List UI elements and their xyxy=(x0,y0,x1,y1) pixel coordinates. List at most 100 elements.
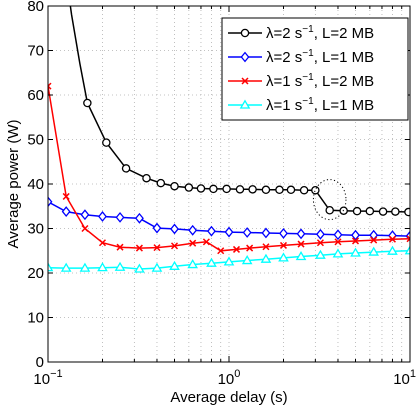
data-point xyxy=(152,222,162,234)
y-axis-label: Average power (W) xyxy=(5,120,22,249)
legend-label-part: λ=2 s xyxy=(266,25,302,42)
legend-label-superscript: −1 xyxy=(302,72,314,83)
legend: λ=2 s−1, L=2 MBλ=2 s−1, L=1 MBλ=1 s−1, L… xyxy=(221,17,409,121)
y-tick-label: 50 xyxy=(27,132,44,149)
legend-label-part: λ=1 s xyxy=(266,97,302,114)
data-point xyxy=(115,211,125,223)
y-tick-label: 10 xyxy=(27,310,44,327)
data-point xyxy=(391,207,400,216)
x-tick-label: 10−1 xyxy=(33,368,62,388)
legend-label-superscript: −1 xyxy=(302,24,314,35)
series-layer xyxy=(48,6,410,273)
data-point xyxy=(224,226,234,238)
data-point xyxy=(48,82,52,90)
data-point xyxy=(83,98,92,108)
data-point xyxy=(209,184,218,194)
x-axis-label: Average delay (s) xyxy=(170,389,287,406)
legend-entry: λ=1 s−1, L=2 MB xyxy=(228,72,374,90)
legend-label: λ=1 s−1, L=2 MB xyxy=(266,72,374,90)
legend-label-part: , L=2 MB xyxy=(314,73,374,90)
data-point xyxy=(262,243,270,251)
legend-label: λ=2 s−1, L=2 MB xyxy=(266,24,374,42)
data-point xyxy=(170,181,179,191)
data-point xyxy=(142,173,151,183)
data-point xyxy=(239,99,251,109)
data-point xyxy=(297,240,305,248)
legend-label-part: , L=1 MB xyxy=(314,49,374,66)
data-point xyxy=(81,224,89,233)
legend-label-part: λ=2 s xyxy=(266,49,302,66)
data-point xyxy=(315,228,325,240)
data-point xyxy=(134,263,145,273)
data-point xyxy=(378,207,388,216)
data-point xyxy=(241,255,253,265)
y-tick-label: 30 xyxy=(27,221,44,238)
y-tick-label: 0 xyxy=(36,354,44,371)
series-3 xyxy=(48,82,410,255)
data-point xyxy=(98,239,107,247)
data-point xyxy=(248,185,257,194)
data-point xyxy=(134,212,144,224)
legend-label-superscript: −1 xyxy=(302,96,314,107)
data-point xyxy=(365,206,375,216)
data-point xyxy=(114,261,126,271)
series-1 xyxy=(69,6,410,217)
y-tick-label: 80 xyxy=(27,0,44,15)
series-line xyxy=(48,85,410,252)
legend-label-superscript: −1 xyxy=(302,48,314,59)
data-point xyxy=(151,262,163,272)
data-point xyxy=(261,227,271,239)
data-point xyxy=(48,262,54,272)
data-point xyxy=(261,185,271,195)
data-point xyxy=(260,253,272,263)
data-point xyxy=(246,244,254,252)
data-point xyxy=(333,229,343,241)
data-point xyxy=(351,229,360,241)
data-point xyxy=(61,206,71,218)
data-point xyxy=(79,262,91,272)
data-point xyxy=(240,51,250,63)
series-4 xyxy=(48,245,410,273)
data-point xyxy=(187,259,199,269)
x-tick-base: 10 xyxy=(33,371,50,388)
data-point xyxy=(311,185,320,195)
y-tick-label: 20 xyxy=(27,265,44,282)
data-point xyxy=(368,246,380,256)
data-point xyxy=(388,235,396,243)
data-point xyxy=(222,184,231,194)
x-tick-label: 100 xyxy=(218,368,241,388)
data-point xyxy=(406,235,410,243)
data-point xyxy=(387,245,398,255)
data-point xyxy=(240,28,250,38)
data-point xyxy=(188,224,198,236)
data-point xyxy=(241,77,249,85)
data-point xyxy=(189,239,197,247)
data-point xyxy=(404,245,410,255)
legend-label: λ=2 s−1, L=1 MB xyxy=(266,48,374,66)
data-point xyxy=(279,227,288,239)
data-point xyxy=(334,238,342,246)
data-point xyxy=(295,251,307,261)
x-tick-exponent: 0 xyxy=(234,368,240,380)
data-point xyxy=(350,247,361,257)
data-point xyxy=(217,247,225,255)
annotation-layer xyxy=(312,179,347,221)
data-point xyxy=(351,237,360,245)
data-point xyxy=(98,211,107,222)
legend-label-part: , L=2 MB xyxy=(314,25,374,42)
data-point xyxy=(206,257,217,267)
data-point xyxy=(97,262,108,272)
data-point xyxy=(153,244,161,252)
data-point xyxy=(232,245,241,253)
highlight-ellipse xyxy=(312,179,347,221)
data-point xyxy=(202,238,210,246)
series-2 xyxy=(48,196,410,242)
legend-label-part: λ=1 s xyxy=(266,73,302,90)
data-point xyxy=(135,244,143,252)
legend-entry: λ=2 s−1, L=2 MB xyxy=(228,24,374,42)
data-point xyxy=(242,227,252,238)
data-point xyxy=(370,236,378,244)
data-point xyxy=(116,243,124,251)
